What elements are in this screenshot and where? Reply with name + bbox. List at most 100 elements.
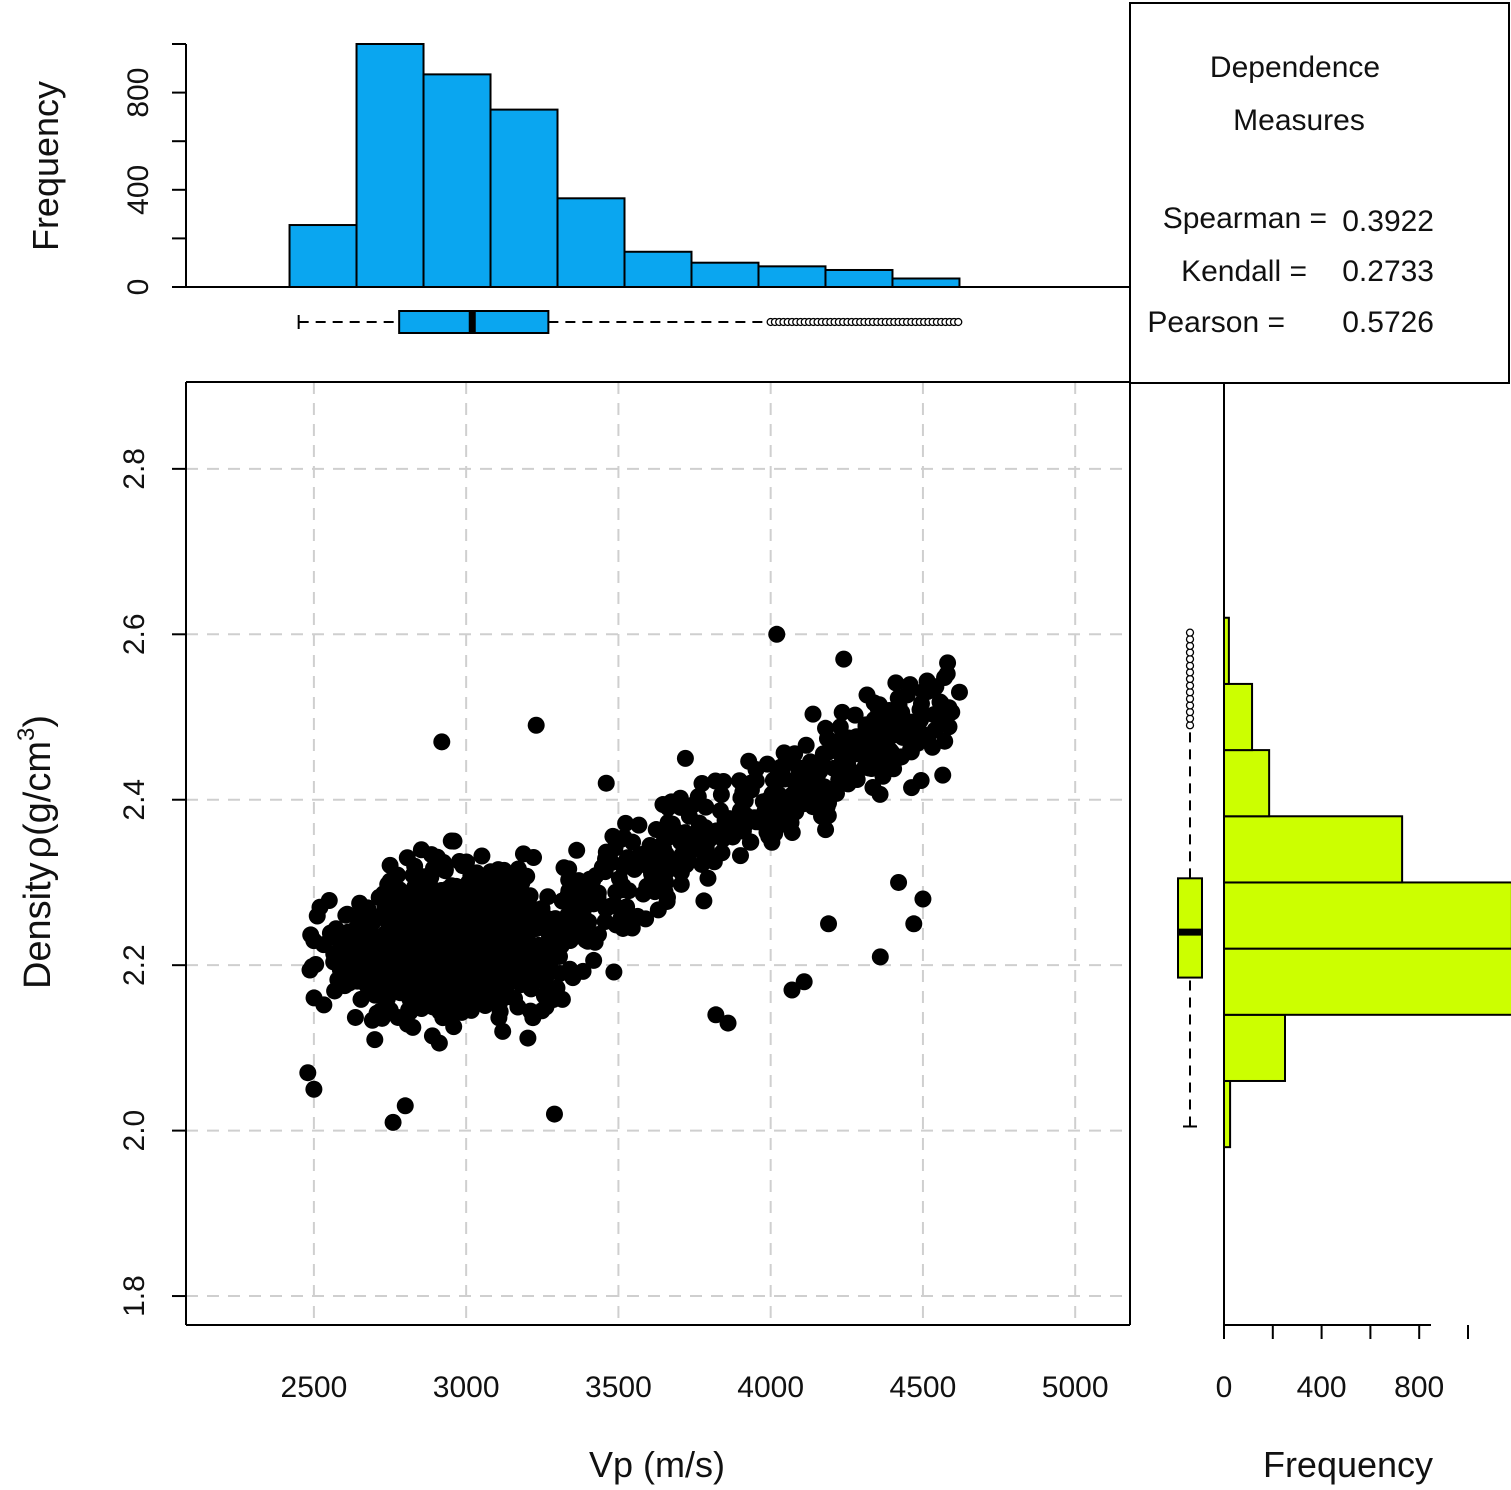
scatter-point <box>441 964 459 982</box>
scatter-point <box>452 911 470 929</box>
top-y-tick-label-800: 800 <box>122 68 155 118</box>
y-tick-label-2.2: 2.2 <box>118 944 151 986</box>
scatter-point <box>817 821 835 839</box>
scatter-point <box>605 963 623 981</box>
scatter-point <box>786 745 804 763</box>
scatter-point <box>521 1002 539 1020</box>
top-hist-bar-7 <box>757 265 827 289</box>
dependence-legend: Dependence Measures Spearman = 0.3922 Ke… <box>1129 2 1510 384</box>
scatter-point <box>684 796 702 814</box>
right-box-outlier <box>1185 668 1195 677</box>
y-tick-label-2.4: 2.4 <box>118 779 151 821</box>
scatter-point <box>427 951 445 969</box>
scatter-point <box>346 1008 364 1026</box>
scatter-point <box>734 822 752 840</box>
scatter-point <box>381 856 399 874</box>
scatter-point <box>394 946 412 964</box>
scatter-point <box>804 705 822 723</box>
scatter-point <box>519 1029 537 1047</box>
scatter-point <box>570 905 588 923</box>
scatter-point <box>489 861 507 879</box>
right-hist-bar-6 <box>1223 682 1254 752</box>
y-label-unit: (g/cm <box>17 741 59 836</box>
scatter-point <box>431 1003 449 1021</box>
y-tick-label-1.8: 1.8 <box>118 1275 151 1317</box>
scatter-point <box>555 859 573 877</box>
top-hist-bar-3 <box>489 108 559 288</box>
right-x-tick-label-400: 400 <box>1297 1371 1347 1404</box>
scatter-point <box>670 854 688 872</box>
top-hist-bar-6 <box>690 261 760 289</box>
scatter-point <box>379 941 397 959</box>
scatter-point <box>589 925 607 943</box>
right-x-axis-label: Frequency <box>1263 1444 1433 1485</box>
scatter-point <box>712 786 730 804</box>
scatter-point <box>876 723 894 741</box>
scatter-point <box>464 946 482 964</box>
scatter-point-sample-7 <box>445 832 463 850</box>
scatter-point <box>936 669 954 687</box>
scatter-point <box>597 843 615 861</box>
top-y-tick-label-0: 0 <box>122 279 155 296</box>
scatter-panel: 2500 3000 3500 4000 4500 5000 1.8 2.0 2.2 2.4 2.6… <box>13 381 1131 1485</box>
scatter-point <box>918 672 936 690</box>
scatter-point <box>381 1001 399 1019</box>
top-hist-bar-0 <box>288 224 358 289</box>
scatter-point <box>834 729 852 747</box>
scatter-point <box>372 956 390 974</box>
scatter-point <box>597 900 615 918</box>
scatter-point <box>535 987 553 1005</box>
x-tick-label-5000: 5000 <box>1042 1371 1109 1404</box>
y-label-superscript: 3 <box>13 728 40 741</box>
scatter-point <box>923 738 941 756</box>
scatter-point <box>714 772 732 790</box>
scatter-point <box>872 738 890 756</box>
top-y-axis-label: Frequency <box>25 81 66 251</box>
scatter-point <box>429 979 447 997</box>
scatter-point <box>937 706 955 724</box>
legend-pearson-label: Pearson = <box>1147 306 1285 339</box>
scatter-point <box>490 1009 508 1027</box>
right-hist-bar-4 <box>1223 815 1404 884</box>
right-box-outlier <box>1185 681 1195 690</box>
scatter-point-sample-4 <box>384 1113 402 1131</box>
x-tick-label-3500: 3500 <box>585 1371 652 1404</box>
scatter-point <box>445 1001 463 1019</box>
scatter-point <box>424 924 442 942</box>
scatter-point-sample-22 <box>905 915 923 933</box>
scatter-x-axis-label: Vp (m/s) <box>589 1444 725 1485</box>
scatter-point <box>338 905 356 923</box>
scatter-point-sample-16 <box>783 981 801 999</box>
scatter-point <box>500 988 518 1006</box>
scatter-point <box>514 845 532 863</box>
scatter-point <box>830 771 848 789</box>
scatter-point-sample-17 <box>795 973 813 991</box>
scatter-point <box>801 783 819 801</box>
scatter-point <box>638 877 656 895</box>
legend-kendall-label: Kendall = <box>1181 255 1307 288</box>
scatter-point-sample-6 <box>433 733 451 751</box>
scatter-point <box>766 825 784 843</box>
scatter-point <box>305 989 323 1007</box>
top-hist-bar-5 <box>623 250 693 288</box>
right-box-outlier <box>1185 714 1195 723</box>
scatter-point <box>614 877 632 895</box>
right-box-outlier <box>1185 707 1195 717</box>
right-hist-bar-3 <box>1223 881 1511 950</box>
scatter-point <box>894 728 912 746</box>
top-hist-bar-9 <box>891 277 961 288</box>
top-histogram-panel: 0 400 800 Frequency <box>25 43 1130 334</box>
scatter-point <box>784 785 802 803</box>
scatter-point <box>841 761 859 779</box>
scatter-point <box>697 834 715 852</box>
scatter-point <box>801 753 819 771</box>
scatter-point <box>657 874 675 892</box>
x-tick-label-3000: 3000 <box>433 1371 500 1404</box>
x-tick-label-2500: 2500 <box>281 1371 348 1404</box>
scatter-point <box>417 908 435 926</box>
scatter-point-sample-20 <box>871 948 889 966</box>
scatter-point <box>537 968 555 986</box>
scatter-point <box>331 961 349 979</box>
scatter-point <box>415 868 433 886</box>
